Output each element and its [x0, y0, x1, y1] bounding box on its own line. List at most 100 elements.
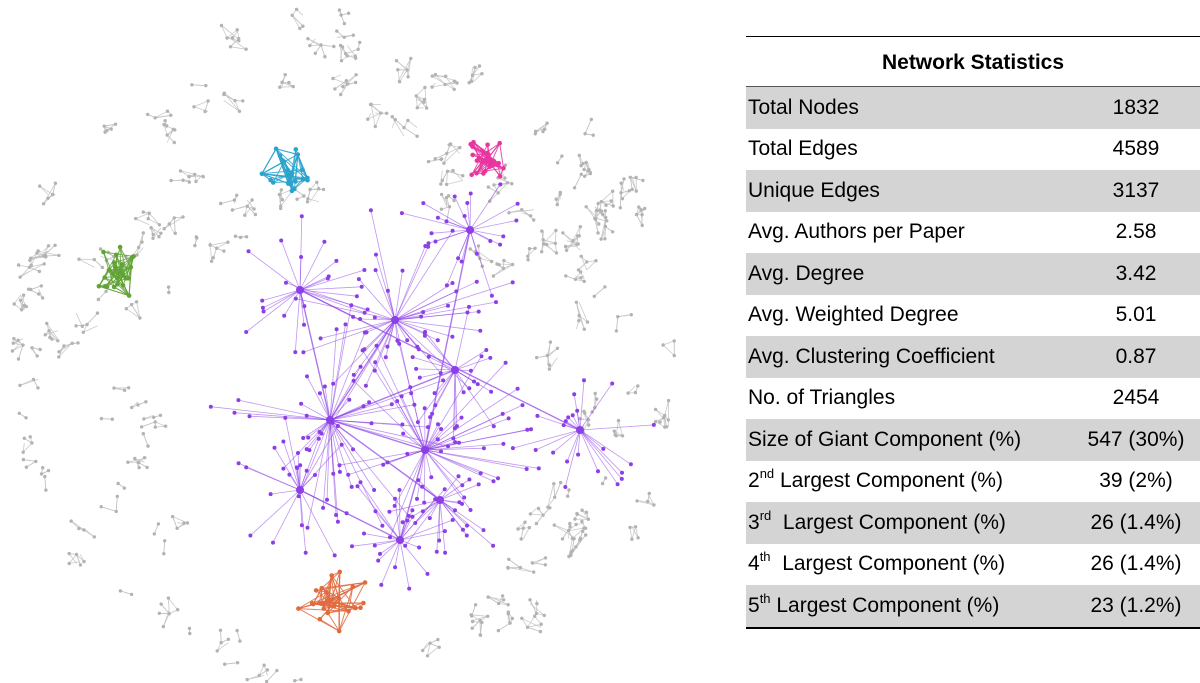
background-edge: [30, 252, 38, 266]
background-node: [112, 386, 116, 390]
giant-edge: [238, 399, 331, 421]
background-edge: [155, 110, 168, 119]
background-node: [582, 167, 586, 172]
giant-node: [395, 338, 400, 343]
background-edge: [135, 212, 150, 219]
giant-node: [427, 516, 432, 521]
giant-node: [399, 211, 404, 216]
giant-node: [284, 280, 288, 285]
background-edge: [340, 74, 357, 88]
giant-edge: [272, 489, 301, 543]
background-node: [29, 256, 33, 260]
background-node: [508, 621, 512, 625]
background-node: [616, 315, 620, 319]
giant-node: [565, 459, 570, 464]
component-5-node: [346, 609, 351, 614]
background-node: [584, 533, 588, 537]
background-node: [136, 460, 141, 465]
giant-node: [347, 397, 352, 402]
giant-edge: [424, 449, 465, 498]
background-node: [672, 353, 676, 358]
giant-node: [476, 482, 481, 487]
component-4-node: [96, 283, 102, 289]
background-node: [521, 526, 525, 530]
giant-node: [400, 268, 405, 273]
background-node: [554, 197, 558, 201]
background-node: [469, 79, 473, 83]
giant-edge: [326, 419, 331, 500]
component-4-node: [120, 283, 126, 288]
background-node: [592, 294, 596, 298]
background-node: [181, 215, 185, 219]
background-node: [82, 528, 86, 532]
background-node: [308, 43, 312, 48]
background-node: [18, 275, 22, 279]
background-node: [567, 488, 571, 492]
giant-edge: [299, 286, 362, 291]
background-node: [130, 405, 134, 410]
giant-edge: [329, 329, 337, 421]
giant-node: [615, 482, 620, 487]
background-node: [165, 133, 169, 137]
background-node: [596, 201, 600, 206]
giant-edge: [306, 376, 331, 421]
background-node: [353, 80, 358, 85]
background-edge: [637, 500, 648, 502]
ordinal-number: 5: [748, 593, 760, 617]
giant-node: [423, 329, 428, 334]
background-node: [558, 190, 562, 195]
background-node: [473, 603, 478, 607]
giant-edge: [394, 316, 422, 321]
component-3-node: [285, 168, 291, 173]
giant-node: [405, 451, 410, 456]
component-5-edge: [327, 602, 364, 614]
background-edge: [471, 614, 488, 617]
giant-node: [430, 411, 435, 416]
giant-node: [426, 241, 431, 246]
giant-edge: [424, 449, 499, 479]
giant-edge: [351, 539, 401, 547]
background-edge: [220, 630, 222, 643]
background-edge: [309, 44, 322, 46]
giant-edge: [299, 489, 307, 553]
background-node: [129, 302, 134, 307]
background-edge: [13, 294, 21, 305]
giant-edge: [454, 349, 487, 371]
giant-node: [374, 252, 378, 257]
giant-edge: [394, 319, 453, 338]
giant-edge: [512, 429, 581, 449]
background-node: [575, 242, 579, 246]
background-edge: [163, 216, 184, 230]
giant-node: [298, 463, 303, 468]
background-edge: [307, 38, 322, 46]
background-edge: [446, 180, 463, 185]
giant-node: [491, 543, 496, 548]
background-edge: [246, 205, 256, 215]
background-node: [342, 21, 347, 26]
background-node: [187, 626, 192, 631]
background-node: [122, 486, 127, 490]
component-4-node: [115, 281, 120, 287]
background-edge: [43, 183, 56, 204]
giant-node: [414, 366, 419, 371]
component-2-node: [474, 158, 480, 163]
giant-hub-node: [296, 286, 304, 294]
background-node: [162, 552, 166, 556]
background-edge: [18, 264, 30, 268]
background-edge: [527, 623, 542, 628]
background-edge: [75, 312, 83, 327]
giant-node: [409, 391, 414, 396]
background-edge: [98, 291, 107, 300]
background-node: [640, 223, 644, 228]
giant-node: [551, 450, 556, 455]
background-edge: [585, 206, 596, 219]
giant-edge: [234, 412, 331, 421]
giant-edge: [579, 380, 585, 431]
component-3-node: [300, 167, 305, 172]
component-2-node: [489, 163, 494, 168]
background-node: [279, 206, 283, 211]
background-edge: [148, 212, 160, 226]
background-node: [566, 494, 570, 498]
background-node: [237, 39, 241, 43]
background-node: [29, 287, 33, 292]
